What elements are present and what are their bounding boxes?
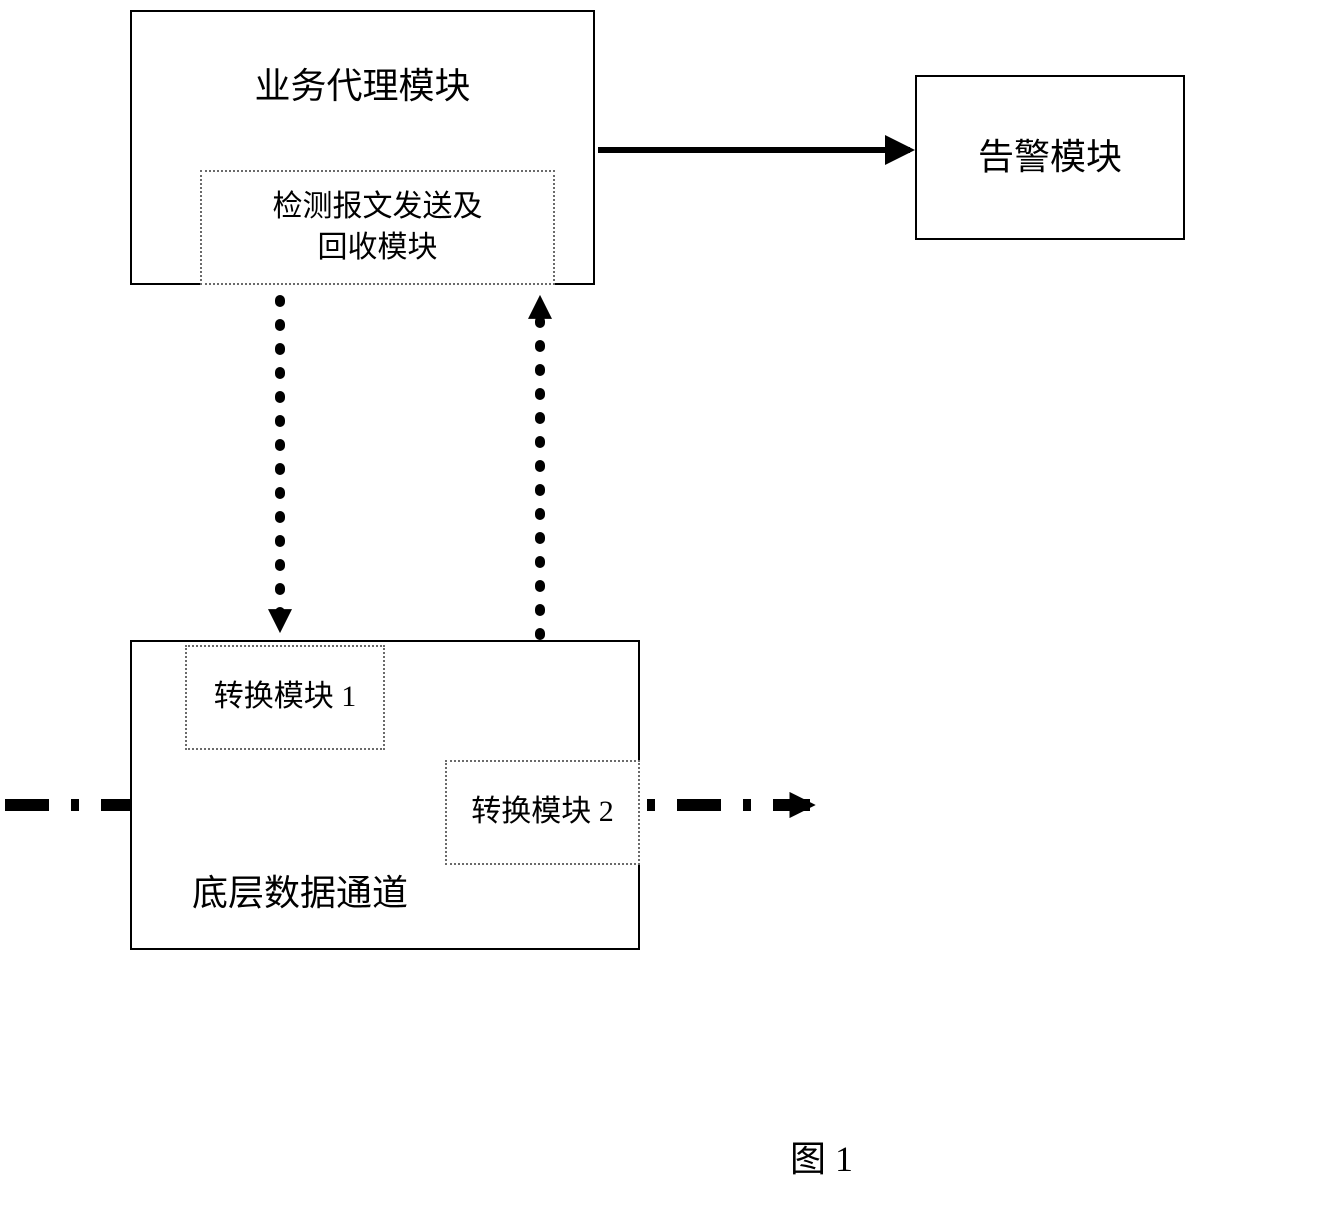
node-convert2: 转换模块 2 [445,760,640,865]
node-alarm: 告警模块 [915,75,1185,240]
node-convert2-label: 转换模块 2 [471,792,614,833]
node-data-channel-label: 底层数据通道 [192,869,408,918]
figure-caption: 图 1 [790,1130,853,1182]
node-convert1-label: 转换模块 1 [214,677,357,718]
node-alarm-label: 告警模块 [978,133,1122,182]
node-detect-send-recv-label: 检测报文发送及 回收模块 [273,187,483,268]
node-service-proxy-label: 业务代理模块 [254,62,470,111]
diagram-canvas: 业务代理模块 检测报文发送及 回收模块 告警模块 底层数据通道 转换模块 1 转… [0,0,1327,1218]
node-detect-send-recv: 检测报文发送及 回收模块 [200,170,555,285]
node-convert1: 转换模块 1 [185,645,385,750]
